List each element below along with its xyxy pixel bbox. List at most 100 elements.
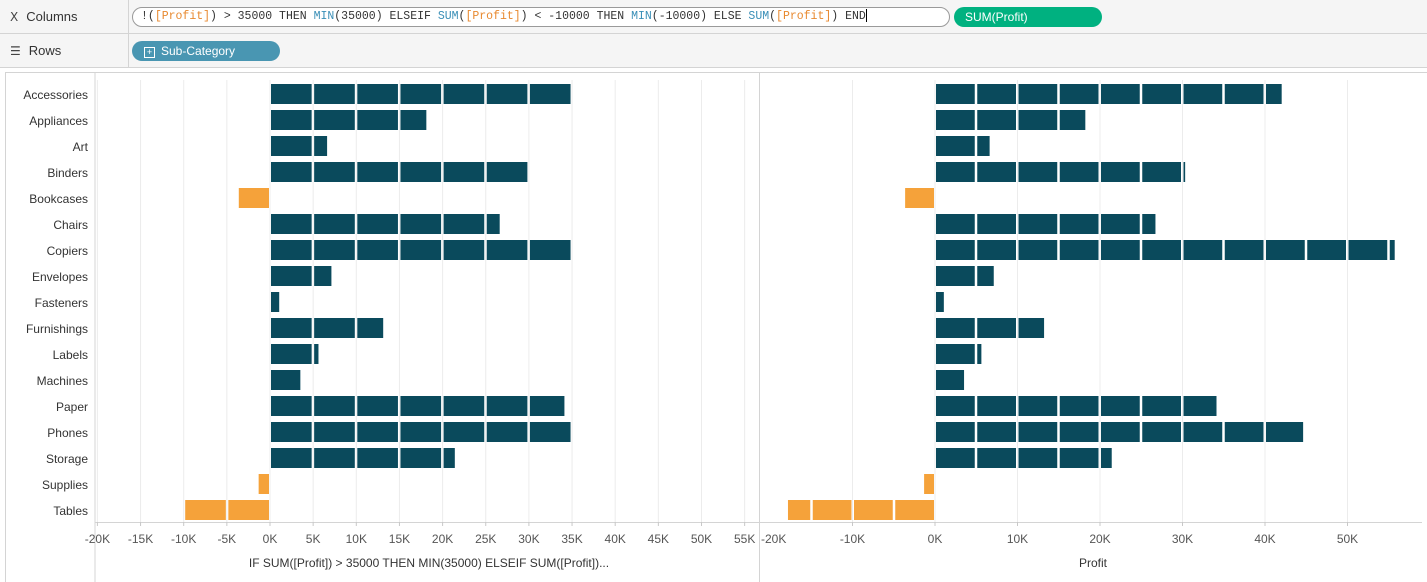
bar-segment: [1018, 448, 1058, 468]
bar-segment: [185, 500, 226, 520]
bar: [271, 162, 528, 182]
bar: [238, 188, 269, 208]
expand-plus-icon[interactable]: +: [144, 47, 155, 58]
bar-segment: [228, 500, 269, 520]
row-label: Copiers: [47, 244, 88, 258]
calc-segment: SUM: [748, 10, 770, 23]
bar-segment: [400, 240, 442, 260]
bar-segment: [271, 292, 280, 312]
row-label: Labels: [53, 348, 88, 362]
bar: [936, 162, 1186, 182]
bar-segment: [271, 240, 312, 260]
bar: [936, 396, 1217, 416]
bar-segment: [936, 110, 975, 130]
bar-segment: [314, 396, 355, 416]
calc-segment: ) < -10000 THEN: [520, 10, 632, 23]
tick-label: -5K: [218, 532, 237, 546]
columns-label-text: Columns: [26, 9, 78, 24]
calculation-field[interactable]: !([Profit]) > 35000 THEN MIN(35000) ELSE…: [132, 7, 950, 27]
bar: [936, 370, 965, 390]
bar-segment: [1018, 318, 1045, 338]
bar-segment: [1101, 84, 1140, 104]
row-label: Furnishings: [26, 322, 88, 336]
columns-icon: Ⅹ: [10, 9, 19, 24]
text-cursor: [865, 9, 867, 23]
bar-segment: [1059, 448, 1099, 468]
bar-segment: [1101, 240, 1140, 260]
tick-label: 20K: [1089, 532, 1110, 546]
bar-segment: [357, 396, 398, 416]
bar: [271, 240, 571, 260]
sum-profit-pill-label: SUM(Profit): [965, 10, 1028, 24]
calc-segment: (: [458, 10, 466, 23]
tick-label: -20K: [85, 532, 110, 546]
bar-segment: [936, 344, 975, 364]
calc-segment: [Profit]: [776, 10, 832, 23]
bar-segment: [905, 188, 934, 208]
row-label: Art: [73, 140, 89, 154]
bar-segment: [936, 214, 975, 234]
bar-segment: [977, 344, 982, 364]
calc-segment: (35000) ELSEIF: [334, 10, 438, 23]
bar: [271, 396, 565, 416]
bar-segment: [1142, 84, 1181, 104]
bar-segment: [977, 396, 1016, 416]
sub-category-pill[interactable]: + Sub-Category: [132, 41, 280, 61]
bar-segment: [314, 136, 328, 156]
bar-segment: [1059, 214, 1099, 234]
tick-label: 40K: [605, 532, 626, 546]
bar: [271, 214, 500, 234]
calc-segment: (-10000) ELSE: [651, 10, 749, 23]
calc-segment: (: [769, 10, 777, 23]
bar-segment: [258, 474, 269, 494]
bar-segment: [400, 214, 442, 234]
bar-segment: [314, 162, 355, 182]
bar: [924, 474, 934, 494]
bar-segment: [1224, 240, 1264, 260]
bar-segment: [1266, 240, 1305, 260]
bar-segment: [1018, 422, 1058, 442]
sum-profit-pill[interactable]: SUM(Profit): [954, 7, 1102, 27]
bar-segment: [271, 422, 312, 442]
bar-segment: [1101, 448, 1112, 468]
row-label: Supplies: [42, 478, 88, 492]
tick-label: 50K: [691, 532, 712, 546]
bar-segment: [314, 266, 332, 286]
bar-segment: [977, 110, 1016, 130]
bar-segment: [271, 318, 312, 338]
bar-segment: [314, 240, 355, 260]
bar-segment: [924, 474, 934, 494]
bar-segment: [443, 396, 485, 416]
bar-segment: [977, 266, 994, 286]
bar-segment: [1018, 396, 1058, 416]
calc-segment: ) END: [831, 10, 866, 23]
bar-segment: [357, 162, 398, 182]
bar: [936, 448, 1112, 468]
bar: [271, 136, 328, 156]
bar-segment: [936, 292, 944, 312]
rows-icon: ☰: [10, 43, 21, 58]
bar-segment: [314, 448, 355, 468]
bar-segment: [271, 266, 312, 286]
row-label: Chairs: [53, 218, 88, 232]
bar: [787, 500, 934, 520]
bar-segment: [271, 370, 301, 390]
bar-segment: [1101, 214, 1140, 234]
bar-segment: [271, 162, 312, 182]
bar: [936, 240, 1395, 260]
bar-segment: [1183, 240, 1223, 260]
bar-segment: [357, 214, 398, 234]
bar-segment: [1142, 240, 1181, 260]
bar-segment: [1224, 84, 1264, 104]
bar-segment: [1059, 240, 1099, 260]
bar-segment: [936, 318, 975, 338]
bar: [271, 448, 455, 468]
bar: [905, 188, 934, 208]
rows-label-text: Rows: [28, 43, 62, 58]
tick-label: -20K: [761, 532, 786, 546]
bar-segment: [936, 370, 965, 390]
row-label: Paper: [56, 400, 88, 414]
bar-segment: [1101, 396, 1140, 416]
bar-segment: [1018, 110, 1058, 130]
bar-segment: [1059, 396, 1099, 416]
